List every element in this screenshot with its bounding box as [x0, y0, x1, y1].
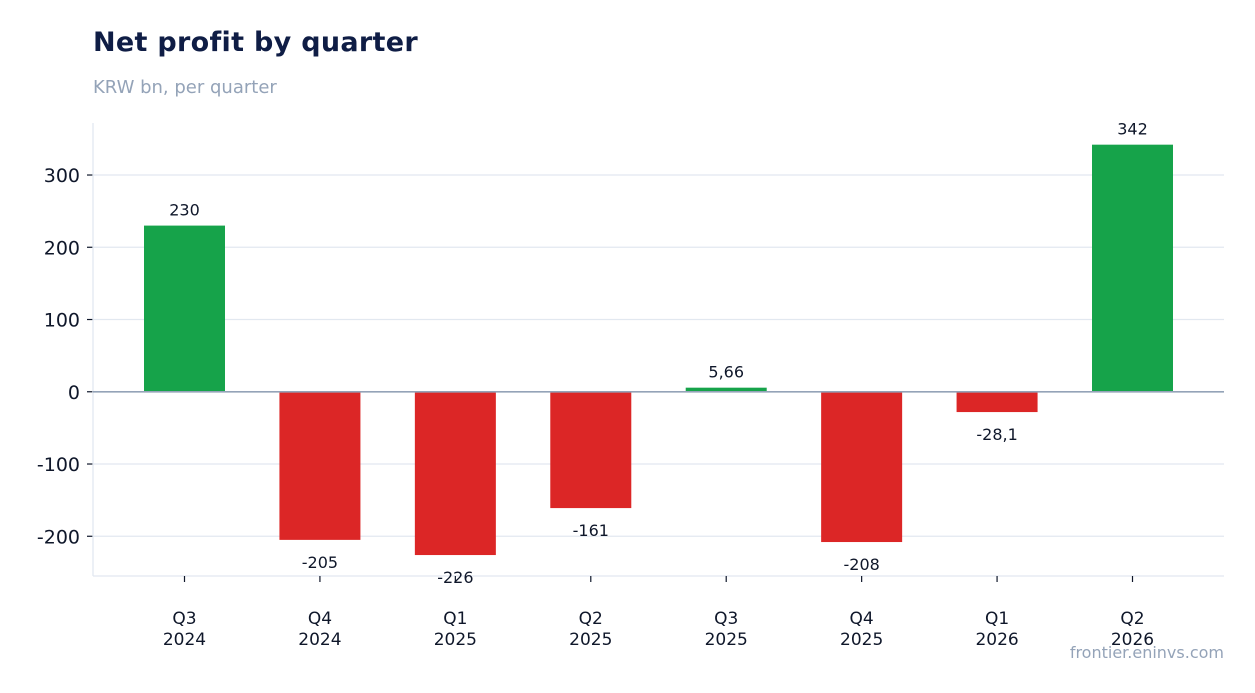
bar [1092, 144, 1173, 392]
bar [821, 391, 903, 543]
x-tick-label: Q2 2025 [569, 609, 612, 650]
x-tick-label: Q1 2026 [975, 609, 1018, 650]
data-label: -226 [437, 568, 473, 587]
chart-subtitle: KRW bn, per quarter [93, 77, 277, 98]
y-tick-label: 200 [44, 237, 80, 259]
bar [144, 225, 225, 392]
value-labels: 230 -205 -226 -161 5,66 -208 -28,1 342 [169, 120, 1148, 587]
data-label: 342 [1117, 120, 1148, 139]
x-tick-label: Q1 2025 [434, 609, 477, 650]
y-tick-label: -100 [37, 454, 80, 476]
data-label: 5,66 [708, 363, 744, 382]
source-credit: frontier.eninvs.com [1069, 643, 1224, 662]
bar [414, 391, 496, 556]
x-tick-label: Q4 2025 [840, 609, 883, 650]
bar [279, 391, 361, 540]
data-label: 230 [169, 201, 200, 220]
y-tick-label: -200 [37, 526, 80, 548]
y-tick-label: 0 [68, 382, 80, 404]
x-tick-label: Q4 2024 [298, 609, 341, 650]
data-label: -205 [302, 553, 338, 572]
grid-lines [93, 174, 1224, 537]
bar [550, 391, 632, 509]
bars [93, 144, 1224, 556]
tick-labels: 300 200 100 0 -100 -200 Q3 2024 Q4 2024 Q1 2025 Q2 20… [37, 165, 1154, 650]
axes [87, 123, 1224, 582]
y-tick-label: 100 [44, 310, 80, 332]
x-tick-label: Q3 2024 [163, 609, 206, 650]
x-tick-label: Q3 2025 [705, 609, 748, 650]
data-label: -28,1 [976, 425, 1017, 444]
bar [685, 387, 767, 392]
chart-title: Net profit by quarter [93, 27, 418, 58]
y-tick-label: 300 [44, 165, 80, 187]
data-label: -161 [573, 521, 609, 540]
bar [956, 391, 1038, 413]
x-tick-label: Q2 2026 [1111, 609, 1154, 650]
data-label: -208 [843, 555, 879, 574]
